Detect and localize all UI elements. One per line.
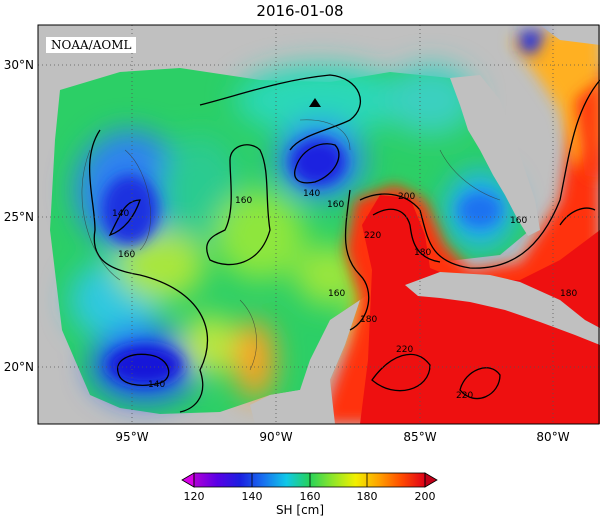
florida-land [450, 75, 540, 236]
colorbar-scale [193, 472, 426, 488]
contour-label: 140 [112, 209, 129, 219]
graticule [38, 25, 600, 424]
colorbar-label: SH [cm] [275, 503, 325, 517]
map-frame [37, 24, 600, 425]
colorbar-tick: 200 [415, 490, 436, 503]
contour-label: 160 [235, 196, 252, 206]
contour-label: 160 [328, 289, 345, 299]
gulf-ocean [50, 65, 530, 414]
contour-label: 220 [396, 345, 413, 355]
cuba-land [405, 272, 600, 345]
credit-label: NOAA/AOML [46, 37, 137, 53]
colorbar-min-arrow [181, 472, 195, 488]
lat-label: 30°N [4, 58, 34, 72]
colorbar-tick: 180 [357, 490, 378, 503]
contour-label: 220 [364, 231, 381, 241]
contour-label: 160 [118, 250, 135, 260]
contour-lines [89, 74, 600, 413]
contour-label: 200 [398, 192, 415, 202]
atlantic-low [520, 30, 545, 55]
contour-label: 160 [510, 216, 527, 226]
contour-label: 140 [303, 189, 320, 199]
lat-axis: 30°N 25°N 20°N [4, 58, 34, 374]
lon-label: 85°W [403, 430, 436, 444]
lon-label: 80°W [536, 430, 569, 444]
lat-label: 25°N [4, 210, 34, 224]
contour-label: 180 [414, 248, 431, 258]
contour-label: 160 [327, 200, 344, 210]
colorbar-tick: 140 [242, 490, 263, 503]
contour-labels: 140 140 140 160 160 160 160 180 180 180 … [112, 189, 577, 401]
atlantic-coast [540, 25, 600, 45]
colorbar-max-arrow [424, 472, 438, 488]
contour-label: 140 [148, 380, 165, 390]
colorbar: 120 140 160 180 200 [181, 472, 438, 503]
lon-label: 90°W [259, 430, 292, 444]
colorbar-tick: 160 [300, 490, 321, 503]
lon-label: 95°W [115, 430, 148, 444]
minor-contours [81, 119, 501, 371]
map-title: 2016-01-08 [256, 2, 344, 20]
yucatan-land [250, 300, 360, 424]
lon-axis: 95°W 90°W 85°W 80°W [115, 430, 569, 444]
lat-label: 20°N [4, 360, 34, 374]
colorbar-tick: 120 [184, 490, 205, 503]
contour-label: 180 [360, 315, 377, 325]
contour-label: 220 [456, 391, 473, 401]
station-marker [309, 98, 321, 107]
contour-label: 180 [560, 289, 577, 299]
